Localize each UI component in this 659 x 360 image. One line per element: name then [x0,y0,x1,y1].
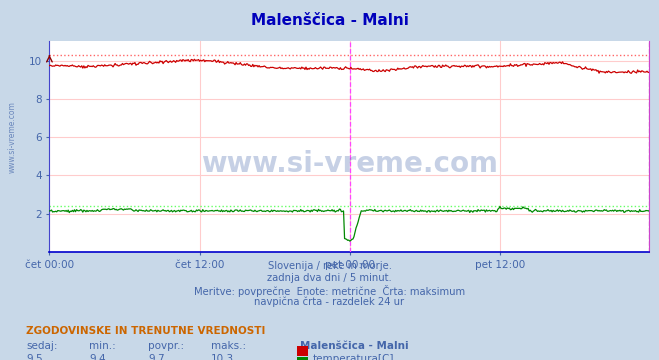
Text: 9,5: 9,5 [26,354,43,360]
Text: Slovenija / reke in morje.: Slovenija / reke in morje. [268,261,391,271]
Text: Malenščica - Malni: Malenščica - Malni [300,341,409,351]
Text: Malenščica - Malni: Malenščica - Malni [250,13,409,28]
Text: Meritve: povprečne  Enote: metrične  Črta: maksimum: Meritve: povprečne Enote: metrične Črta:… [194,285,465,297]
Text: www.si-vreme.com: www.si-vreme.com [8,101,17,173]
Text: maks.:: maks.: [211,341,246,351]
Text: sedaj:: sedaj: [26,341,58,351]
Text: ZGODOVINSKE IN TRENUTNE VREDNOSTI: ZGODOVINSKE IN TRENUTNE VREDNOSTI [26,326,266,336]
Text: navpična črta - razdelek 24 ur: navpična črta - razdelek 24 ur [254,297,405,307]
Text: 9,4: 9,4 [89,354,105,360]
Text: min.:: min.: [89,341,116,351]
Text: 9,7: 9,7 [148,354,165,360]
Text: povpr.:: povpr.: [148,341,185,351]
Text: temperatura[C]: temperatura[C] [313,354,395,360]
Text: zadnja dva dni / 5 minut.: zadnja dva dni / 5 minut. [267,273,392,283]
Text: 10,3: 10,3 [211,354,234,360]
Text: www.si-vreme.com: www.si-vreme.com [201,149,498,177]
